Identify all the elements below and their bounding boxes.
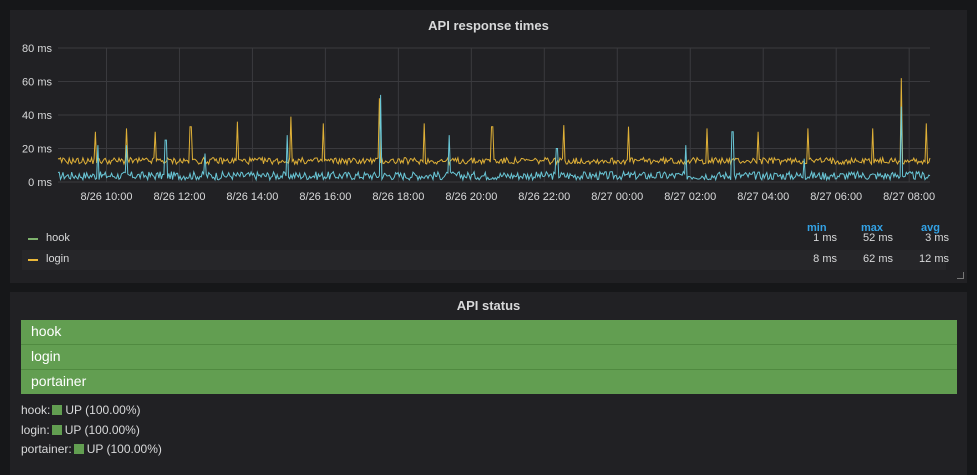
x-tick-label: 8/27 04:00 — [737, 191, 789, 203]
status-bar-hook[interactable]: hook — [21, 320, 957, 344]
legend-row-hook[interactable]: hook 1 ms 52 ms 3 ms — [22, 229, 949, 249]
status-summary-portainer: portainer: UP (100.00%) — [21, 442, 162, 456]
x-tick-label: 8/26 20:00 — [445, 191, 497, 203]
legend-login-min: 8 ms — [813, 253, 837, 265]
status-bar-label: login — [31, 348, 61, 364]
legend-header-min[interactable]: min — [807, 222, 827, 234]
x-tick-label: 8/27 06:00 — [810, 191, 862, 203]
y-tick-label: 60 ms — [22, 77, 52, 89]
legend-login-max: 62 ms — [863, 253, 893, 265]
legend-swatch-login[interactable] — [28, 259, 38, 261]
x-tick-label: 8/26 16:00 — [299, 191, 351, 203]
legend-series-login[interactable]: login — [46, 253, 70, 265]
panel-resize-handle[interactable] — [957, 272, 964, 279]
response-times-panel: API response times 0 ms 20 ms 40 ms 60 ms 80… — [10, 10, 967, 283]
x-tick-label: 8/27 02:00 — [664, 191, 716, 203]
api-status-title[interactable]: API status — [456, 298, 521, 313]
status-summary-state: UP (100.00%) — [65, 403, 141, 417]
x-tick-label: 8/26 22:00 — [518, 191, 570, 203]
legend-header-avg[interactable]: avg — [921, 222, 940, 234]
legend-hook-max: 52 ms — [863, 232, 893, 244]
legend-row-login[interactable]: login 8 ms 62 ms 12 ms — [22, 250, 949, 270]
status-summary-label: hook: — [21, 403, 51, 417]
response-times-chart[interactable]: 0 ms 20 ms 40 ms 60 ms 80 ms 8/26 10:00 8/26 1… — [10, 10, 967, 210]
status-summary-label: login: — [21, 423, 50, 437]
x-tick-label: 8/27 08:00 — [883, 191, 935, 203]
status-up-swatch — [73, 444, 84, 454]
y-tick-label: 80 ms — [22, 43, 52, 55]
status-divider — [21, 369, 957, 370]
status-up-swatch — [52, 405, 63, 415]
series-line-hook — [57, 94, 931, 182]
api-status-panel: API status hook login portainer hook: UP … — [10, 292, 967, 475]
status-bar-login[interactable]: login — [21, 345, 957, 369]
status-divider — [21, 344, 957, 345]
series-line-login — [57, 78, 931, 167]
x-tick-label: 8/26 12:00 — [153, 191, 205, 203]
legend-hook-avg: 3 ms — [925, 232, 949, 244]
status-summary-label: portainer: — [21, 442, 72, 456]
legend-hook-min: 1 ms — [813, 232, 837, 244]
status-summary-login: login: UP (100.00%) — [21, 423, 140, 437]
legend-header-max[interactable]: max — [861, 222, 884, 234]
status-summary-hook: hook: UP (100.00%) — [21, 403, 141, 417]
y-tick-label: 20 ms — [22, 144, 52, 156]
legend-login-avg: 12 ms — [919, 253, 949, 265]
status-bar-label: hook — [31, 323, 62, 339]
y-tick-label: 0 ms — [28, 177, 52, 189]
status-up-swatch — [51, 425, 62, 435]
status-summary-state: UP (100.00%) — [64, 423, 140, 437]
legend-series-hook[interactable]: hook — [46, 232, 70, 244]
x-tick-label: 8/26 10:00 — [80, 191, 132, 203]
status-summary-state: UP (100.00%) — [86, 442, 162, 456]
x-tick-label: 8/26 18:00 — [372, 191, 424, 203]
x-tick-label: 8/26 14:00 — [226, 191, 278, 203]
legend-swatch-hook[interactable] — [28, 238, 38, 240]
status-bar-label: portainer — [31, 373, 87, 389]
status-bar-portainer[interactable]: portainer — [21, 370, 957, 394]
response-times-title[interactable]: API response times — [428, 18, 549, 33]
y-tick-label: 40 ms — [22, 110, 52, 122]
x-tick-label: 8/27 00:00 — [591, 191, 643, 203]
